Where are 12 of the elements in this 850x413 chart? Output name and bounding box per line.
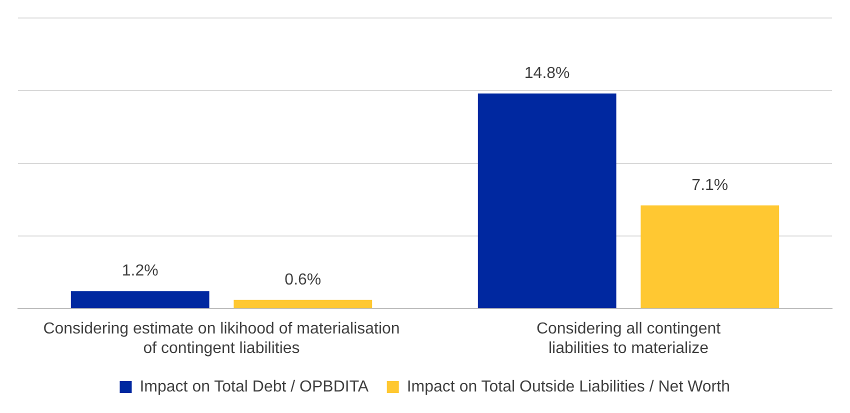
- data-label: 1.2%: [122, 262, 158, 280]
- bar: [234, 300, 372, 308]
- legend-label: Impact on Total Outside Liabilities / Net Worth: [406, 378, 730, 396]
- data-label: 7.1%: [692, 176, 728, 194]
- bar: [478, 94, 616, 308]
- x-tick-label: Considering estimate on likihood of materialisation of contingent liabilities: [43, 320, 400, 357]
- data-label: 0.6%: [284, 271, 322, 288]
- bar: [640, 205, 780, 308]
- x-tick-label: Considering all contingent liabilities to materialize: [536, 320, 722, 357]
- data-label: 14.8%: [524, 64, 570, 82]
- legend-label: Impact on Total Debt / OPBDITA: [140, 378, 369, 396]
- bar: [70, 291, 210, 308]
